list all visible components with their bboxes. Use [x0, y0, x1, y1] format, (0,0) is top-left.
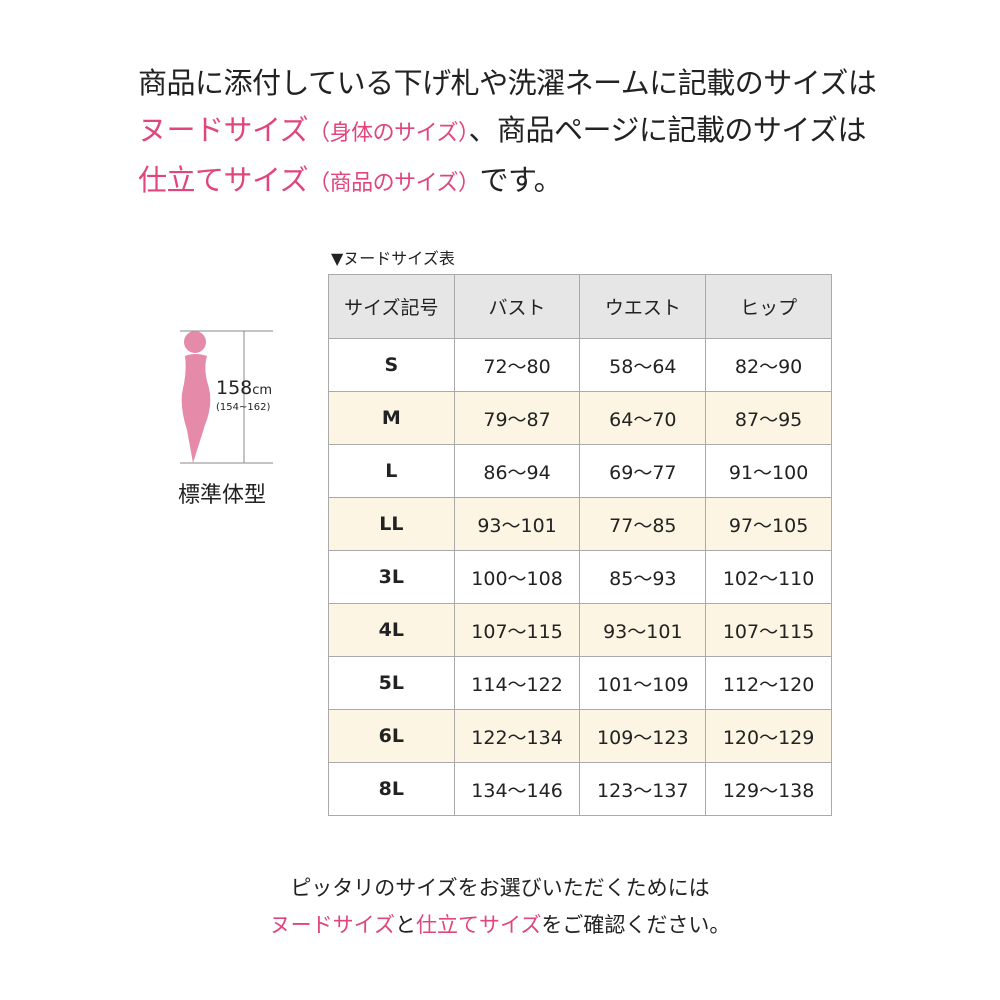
table-row: LL 93〜101 77〜85 97〜105	[328, 497, 832, 551]
body-type-label: 標準体型	[178, 483, 267, 508]
intro-line-1: 商品に添付している下げ札や洗濯ネームに記載のサイズは	[138, 66, 877, 100]
header-bust: バスト	[453, 274, 581, 339]
finished-size-label: 仕立てサイズ	[138, 163, 309, 197]
outro-rest: をご確認ください。	[541, 913, 731, 937]
cell-bust: 100〜108	[453, 550, 581, 604]
cell-size: 4L	[328, 603, 455, 657]
cell-waist: 101〜109	[579, 656, 707, 710]
table-header-row: サイズ記号 バスト ウエスト ヒップ	[328, 274, 832, 339]
table-row: M 79〜87 64〜70 87〜95	[328, 391, 832, 445]
size-table: サイズ記号 バスト ウエスト ヒップ S 72〜80 58〜64 82〜90 M 79〜8…	[328, 274, 832, 816]
header-hip: ヒップ	[705, 274, 832, 339]
cell-size: 6L	[328, 709, 455, 763]
cell-size: LL	[328, 497, 455, 551]
cell-size: 8L	[328, 762, 455, 816]
cell-bust: 72〜80	[453, 338, 581, 392]
header-waist: ウエスト	[579, 274, 707, 339]
table-caption: ▼ヌードサイズ表	[331, 249, 455, 268]
table-row: 6L 122〜134 109〜123 120〜129	[328, 709, 832, 763]
nude-size-label: ヌードサイズ	[138, 113, 309, 147]
intro-line-2-rest: 、商品ページに記載のサイズは	[468, 113, 867, 147]
cell-hip: 82〜90	[705, 338, 832, 392]
cell-bust: 107〜115	[453, 603, 581, 657]
cell-waist: 109〜123	[579, 709, 707, 763]
table-row: 5L 114〜122 101〜109 112〜120	[328, 656, 832, 710]
intro-line-2: ヌードサイズ（身体のサイズ）、商品ページに記載のサイズは	[138, 107, 876, 157]
cell-hip: 112〜120	[705, 656, 832, 710]
table-row: 3L 100〜108 85〜93 102〜110	[328, 550, 832, 604]
header-size: サイズ記号	[328, 274, 455, 339]
intro-text: 商品に添付している下げ札や洗濯ネームに記載のサイズは ヌードサイズ（身体のサイズ…	[138, 60, 877, 207]
outro-line-1: ピッタリのサイズをお選びいただくためには	[290, 876, 710, 900]
table-row: 8L 134〜146 123〜137 129〜138	[328, 762, 832, 816]
cell-waist: 58〜64	[579, 338, 707, 392]
cell-size: M	[328, 391, 455, 445]
outro-and: と	[395, 913, 416, 937]
table-row: L 86〜94 69〜77 91〜100	[328, 444, 832, 498]
cell-waist: 69〜77	[579, 444, 707, 498]
finished-size-note: （商品のサイズ）	[308, 171, 480, 196]
body-figure-icon	[180, 330, 273, 464]
table-row: S 72〜80 58〜64 82〜90	[328, 338, 832, 392]
outro-text: ピッタリのサイズをお選びいただくためには ヌードサイズと仕立てサイズをご確認くだ…	[0, 870, 1000, 944]
cell-bust: 134〜146	[453, 762, 581, 816]
cell-bust: 114〜122	[453, 656, 581, 710]
intro-line-3-rest: です。	[479, 163, 563, 197]
intro-line-3: 仕立てサイズ（商品のサイズ）です。	[138, 157, 876, 207]
cell-size: L	[328, 444, 455, 498]
cell-size: 5L	[328, 656, 455, 710]
table-row: 4L 107〜115 93〜101 107〜115	[328, 603, 832, 657]
cell-size: S	[328, 338, 455, 392]
cell-hip: 120〜129	[705, 709, 832, 763]
cell-bust: 93〜101	[453, 497, 581, 551]
nude-size-note: （身体のサイズ）	[308, 121, 469, 146]
cell-hip: 91〜100	[705, 444, 832, 498]
height-value: 158cm	[216, 377, 273, 399]
cell-hip: 87〜95	[705, 391, 832, 445]
cell-waist: 64〜70	[579, 391, 707, 445]
cell-hip: 129〜138	[705, 762, 832, 816]
cell-waist: 123〜137	[579, 762, 707, 816]
cell-hip: 102〜110	[705, 550, 832, 604]
cell-bust: 86〜94	[453, 444, 581, 498]
cell-hip: 107〜115	[705, 603, 832, 657]
outro-line-2: ヌードサイズと仕立てサイズをご確認ください。	[0, 907, 1000, 944]
cell-waist: 77〜85	[579, 497, 707, 551]
outro-nude-label: ヌードサイズ	[269, 913, 395, 937]
cell-waist: 85〜93	[579, 550, 707, 604]
cell-waist: 93〜101	[579, 603, 707, 657]
cell-size: 3L	[328, 550, 455, 604]
cell-hip: 97〜105	[705, 497, 832, 551]
cell-bust: 122〜134	[453, 709, 581, 763]
outro-finished-label: 仕立てサイズ	[416, 913, 542, 937]
height-range: (154~162)	[216, 402, 271, 413]
cell-bust: 79〜87	[453, 391, 581, 445]
